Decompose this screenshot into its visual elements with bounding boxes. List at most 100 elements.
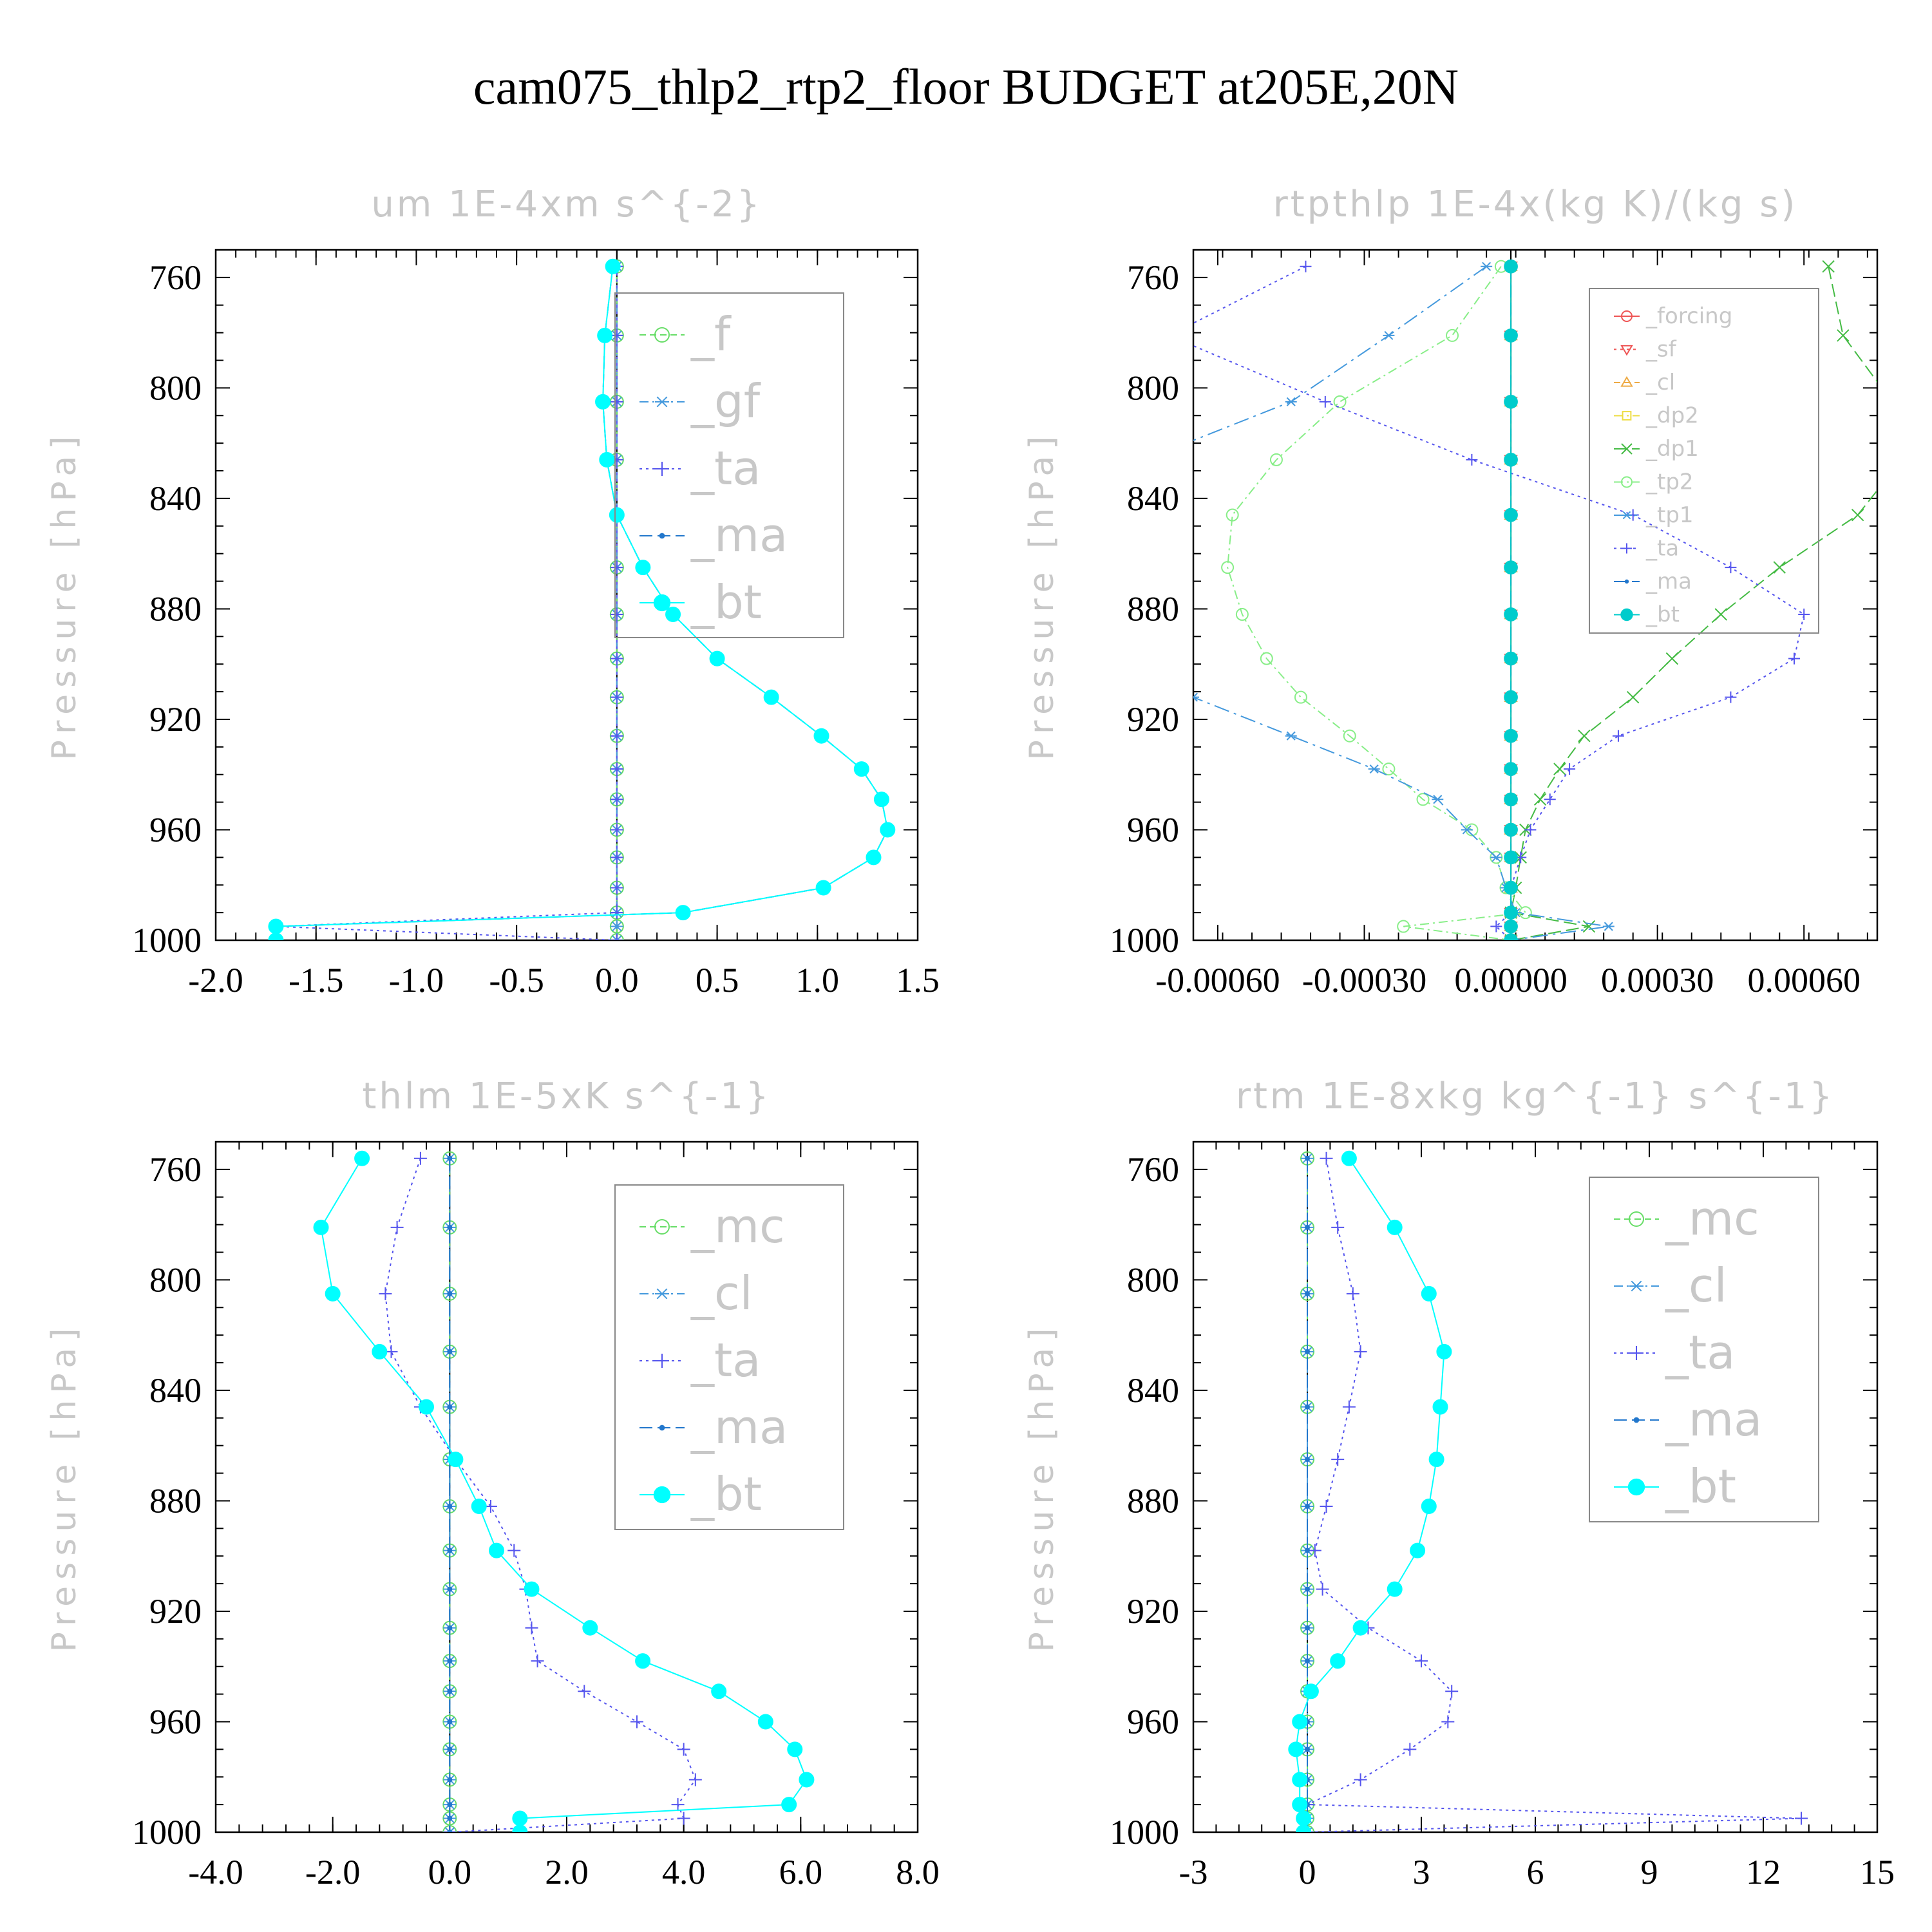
legend-label: _ma (690, 508, 788, 562)
data-point (1292, 1714, 1308, 1730)
data-point (372, 1343, 388, 1359)
data-point (512, 1824, 528, 1832)
data-point (1163, 330, 1175, 341)
data-point (1504, 607, 1518, 621)
legend-label: _ta (1665, 1325, 1735, 1379)
data-point (1421, 1285, 1437, 1302)
series-line-ta (384, 1158, 696, 1832)
y-tick-label: 840 (149, 1371, 202, 1410)
panel-3: thlm 1E-5xK s^{-1} Pressure [hPa] 760 800 84… (45, 1075, 940, 1891)
data-point (1090, 611, 1101, 619)
data-point (354, 1150, 370, 1166)
data-point (1330, 1653, 1346, 1669)
x-tick-label: 3 (1413, 1853, 1430, 1891)
series-line-bt (1295, 1158, 1445, 1832)
data-point (610, 793, 623, 806)
legend-label: _cl (690, 1266, 753, 1320)
data-point (1788, 652, 1801, 665)
y-tick-label: 960 (1127, 1702, 1179, 1741)
data-point (1553, 762, 1566, 775)
legend-frame (1589, 288, 1819, 634)
data-point (1421, 1499, 1437, 1515)
data-point (1342, 1400, 1356, 1414)
data-point (1305, 1155, 1310, 1161)
data-point (1725, 691, 1737, 703)
data-point (1305, 1291, 1310, 1296)
data-point (1524, 824, 1537, 836)
data-point (443, 1827, 457, 1832)
y-tick-label: 840 (1127, 479, 1179, 518)
data-point (489, 1542, 504, 1558)
data-point (610, 561, 623, 574)
series-line-bt (275, 266, 889, 940)
legend-frame (614, 1184, 844, 1530)
data-point (1773, 561, 1786, 574)
y-tick-label: 800 (1127, 1260, 1179, 1299)
data-point (1504, 259, 1518, 274)
data-point (578, 1685, 591, 1698)
data-point (1354, 1773, 1367, 1786)
panel-title: um 1E-4xm s^{-2} (371, 184, 762, 225)
x-tick-label: 4.0 (662, 1853, 706, 1891)
data-point (1446, 328, 1459, 342)
legend-marker (653, 1486, 671, 1504)
legend-label: _f (690, 307, 732, 361)
y-tick-label: 920 (1127, 1592, 1179, 1631)
data-point (1383, 330, 1395, 340)
data-point (1415, 1654, 1428, 1668)
data-point (671, 1798, 685, 1812)
legend-marker (655, 462, 669, 476)
plot-frame (214, 1141, 919, 1833)
legend-label: _ma (690, 1400, 788, 1454)
legend-marker (1624, 579, 1629, 584)
y-tick-label: 1000 (1110, 1813, 1179, 1852)
plot-frame (1192, 249, 1879, 942)
data-point (1602, 922, 1615, 931)
series-line-dp1 (1510, 266, 1877, 940)
data-point (447, 1349, 453, 1354)
legend-marker (654, 327, 670, 343)
data-point (1504, 328, 1518, 343)
legend-label: _ta (690, 1333, 761, 1387)
y-tick-label: 800 (149, 1260, 202, 1299)
data-point (1319, 395, 1331, 408)
legend: _forcing _sf _cl _dp2 _dp1 _tp2 _tp1 _ta _ma _bt (1589, 288, 1819, 634)
x-tick-label: 6.0 (779, 1853, 823, 1891)
data-point (1798, 609, 1810, 621)
data-point (1461, 825, 1473, 835)
x-tick-label: -3 (1179, 1853, 1208, 1891)
legend-label: _sf (1645, 337, 1677, 363)
data-point (1305, 1404, 1310, 1410)
data-point (610, 934, 623, 940)
data-point (1490, 853, 1502, 862)
panel-2: rtpthlp 1E-4x(kg K)/(kg s) Pressure [hPa]… (1023, 184, 1879, 999)
data-point (610, 881, 623, 895)
y-tick-label: 880 (1127, 589, 1179, 628)
legend-label: _dp1 (1645, 436, 1699, 462)
y-tick-label: 760 (149, 1150, 202, 1189)
data-point (1428, 1452, 1444, 1468)
y-tick-label: 1000 (132, 921, 202, 960)
x-tick-label: 0.0 (595, 961, 639, 999)
legend-label: _bt (1665, 1459, 1736, 1513)
y-axis-label: Pressure [hPa] (45, 430, 84, 761)
data-point (1343, 729, 1356, 743)
data-point (1320, 1151, 1333, 1165)
data-point (1305, 1586, 1310, 1592)
y-tick-label: 760 (1127, 258, 1179, 297)
data-point (1300, 260, 1312, 272)
data-point (1432, 1399, 1448, 1415)
x-tick-label: -2.0 (305, 1853, 360, 1891)
data-point (597, 327, 613, 343)
data-point (1354, 1345, 1367, 1358)
data-point (1331, 1453, 1345, 1466)
figure-title: cam075_thlp2_rtp2_floor BUDGET at205E,20… (473, 59, 1459, 115)
data-point (1303, 1683, 1319, 1700)
data-point (1481, 261, 1493, 271)
legend-marker (1627, 1478, 1645, 1496)
x-tick-label: 6 (1527, 1853, 1544, 1891)
data-point (582, 1620, 598, 1636)
data-point (675, 905, 691, 921)
legend-marker (1622, 543, 1632, 554)
x-tick-label: -0.5 (489, 961, 544, 999)
